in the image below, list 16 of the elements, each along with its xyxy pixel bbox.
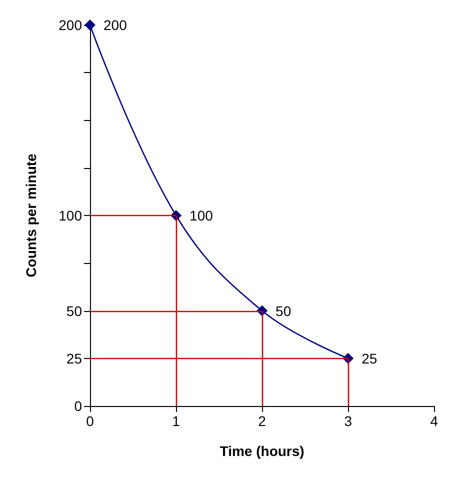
y-tick-label: 100 [58, 208, 82, 224]
y-tick-label: 25 [66, 350, 82, 366]
data-label: 200 [104, 17, 128, 33]
x-tick-label: 3 [344, 413, 352, 429]
y-tick-label: 50 [66, 302, 82, 319]
x-tick-label: 1 [172, 413, 180, 429]
x-tick-label: 4 [430, 413, 438, 429]
y-tick-label: 200 [58, 17, 82, 33]
data-label: 50 [276, 302, 292, 319]
data-label: 100 [190, 208, 214, 224]
x-tick-label: 0 [86, 413, 94, 429]
x-tick-label: 2 [258, 413, 266, 429]
y-tick-label: 0 [74, 398, 82, 414]
x-axis-title: Time (hours) [220, 443, 304, 459]
data-label: 25 [362, 350, 378, 366]
y-axis-title: Counts per minute [23, 153, 39, 278]
